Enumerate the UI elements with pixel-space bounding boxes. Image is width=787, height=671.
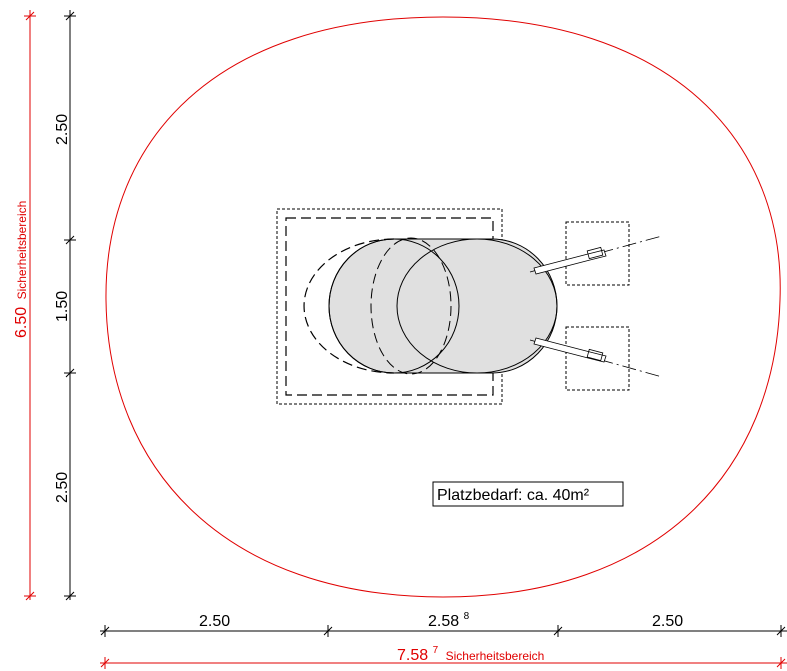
vertical-safety-label-group: 6.50 Sicherheitsbereich: [13, 201, 30, 338]
chain-top-hook: [586, 246, 604, 260]
vertical-dim-bottom: 2.50: [54, 472, 71, 503]
vertical-dimension-ticks: [64, 11, 76, 601]
vertical-dim-top: 2.50: [54, 114, 71, 145]
chain-bottom-hook: [586, 348, 604, 362]
vertical-safety-label: Sicherheitsbereich: [15, 201, 29, 300]
inner-frame-dashed: [285, 217, 494, 396]
horizontal-dim-middle-group: 2.58 8: [428, 611, 470, 630]
horizontal-safety-label-group: 7.58 7 Sicherheitsbereich: [397, 640, 544, 664]
vertical-safety-value: 6.50: [13, 307, 30, 338]
horizontal-safety-sup: 7: [433, 645, 439, 656]
chain-axis-top: [529, 235, 663, 273]
horizontal-dim-middle-sup: 8: [464, 611, 470, 622]
vertical-safety-ticks: [24, 11, 36, 601]
space-requirement-label: Platzbedarf: ca. 40m²: [437, 487, 590, 504]
horizontal-safety-value: 7.58: [397, 647, 428, 664]
chain-axis-bottom: [529, 339, 663, 378]
horizontal-safety-ticks: [100, 657, 786, 669]
horizontal-dim-right: 2.50: [652, 613, 683, 630]
seat-swing-position-left: [303, 238, 395, 374]
horizontal-dim-middle: 2.58: [428, 613, 459, 630]
vertical-dim-middle: 1.50: [54, 291, 71, 322]
svg-text:6.50 Sicherheitsbereich: 6.50 Sicherheitsbereich: [13, 201, 30, 338]
horizontal-dimension-ticks: [100, 625, 786, 637]
space-requirement-box: [432, 481, 624, 507]
horizontal-safety-label: Sicherheitsbereich: [446, 649, 545, 663]
seat-body: [328, 238, 558, 374]
chain-top: [533, 249, 607, 275]
chain-box-bottom: [565, 326, 630, 391]
safety-area-outline: [105, 16, 781, 598]
seat-right-circle: [396, 238, 558, 374]
chain-box-top: [565, 221, 630, 286]
chain-bottom: [533, 337, 607, 363]
horizontal-dim-left: 2.50: [199, 613, 230, 630]
seat-swing-position-right: [370, 237, 452, 375]
